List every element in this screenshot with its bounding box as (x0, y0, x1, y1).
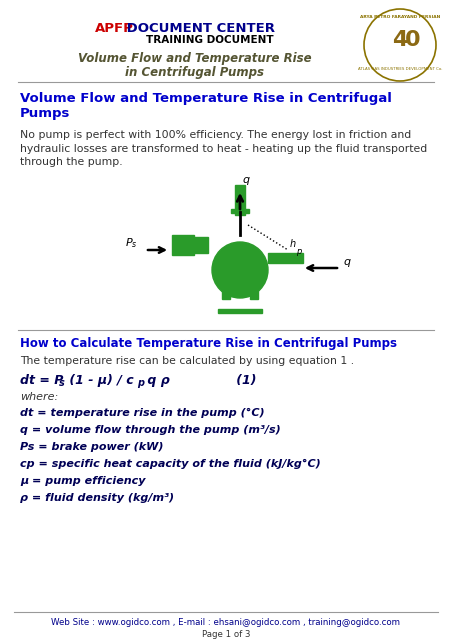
Text: q = volume flow through the pump (m³/s): q = volume flow through the pump (m³/s) (20, 425, 280, 435)
Text: p: p (295, 247, 301, 256)
Bar (267, 253, 302, 263)
Bar (221, 285, 230, 299)
Text: $P_s$: $P_s$ (125, 236, 137, 250)
Text: in Centrifugal Pumps: in Centrifugal Pumps (125, 66, 264, 79)
Text: TRAINING DOCUMENT: TRAINING DOCUMENT (146, 35, 273, 45)
Bar (172, 235, 193, 255)
Bar (192, 237, 207, 253)
Text: ATLAS GAS INDUSTRIES DEVELOPMENT Co.: ATLAS GAS INDUSTRIES DEVELOPMENT Co. (357, 67, 441, 71)
Bar (235, 185, 244, 215)
Text: cp = specific heat capacity of the fluid (kJ/kg°C): cp = specific heat capacity of the fluid… (20, 459, 320, 469)
Text: 0: 0 (404, 30, 420, 50)
Text: dt = P: dt = P (20, 374, 63, 387)
Text: ARYA PETRO FARAYAND PERSIAN: ARYA PETRO FARAYAND PERSIAN (359, 15, 439, 19)
Text: h: h (290, 239, 295, 249)
Text: The temperature rise can be calculated by using equation 1 .: The temperature rise can be calculated b… (20, 356, 353, 366)
Text: Volume Flow and Temperature Rise: Volume Flow and Temperature Rise (78, 52, 311, 65)
Text: where:: where: (20, 392, 58, 402)
Circle shape (212, 242, 267, 298)
Bar (230, 209, 249, 213)
Text: Volume Flow and Temperature Rise in Centrifugal: Volume Flow and Temperature Rise in Cent… (20, 92, 391, 105)
Text: p: p (137, 378, 144, 388)
Text: No pump is perfect with 100% efficiency. The energy lost in friction and
hydraul: No pump is perfect with 100% efficiency.… (20, 130, 426, 167)
Text: q ρ: q ρ (143, 374, 170, 387)
Text: (1 - μ) / c: (1 - μ) / c (65, 374, 133, 387)
Text: Web Site : www.ogidco.com , E-mail : ehsani@ogidco.com , training@ogidco.com: Web Site : www.ogidco.com , E-mail : ehs… (51, 618, 400, 627)
Text: Pumps: Pumps (20, 107, 70, 120)
Text: (1): (1) (210, 374, 256, 387)
Bar (217, 309, 262, 313)
Text: μ = pump efficiency: μ = pump efficiency (20, 476, 145, 486)
Text: dt = temperature rise in the pump (°C): dt = temperature rise in the pump (°C) (20, 408, 264, 418)
Text: Ps = brake power (kW): Ps = brake power (kW) (20, 442, 163, 452)
Text: q: q (241, 175, 249, 185)
Text: q: q (342, 257, 350, 267)
Text: How to Calculate Temperature Rise in Centrifugal Pumps: How to Calculate Temperature Rise in Cen… (20, 337, 396, 350)
Bar (249, 285, 258, 299)
Text: APFP: APFP (95, 22, 133, 35)
Text: Page 1 of 3: Page 1 of 3 (201, 630, 250, 639)
Text: s: s (59, 378, 64, 388)
Text: 4: 4 (391, 30, 407, 50)
Text: DOCUMENT CENTER: DOCUMENT CENTER (122, 22, 274, 35)
Text: ρ = fluid density (kg/m³): ρ = fluid density (kg/m³) (20, 493, 174, 503)
